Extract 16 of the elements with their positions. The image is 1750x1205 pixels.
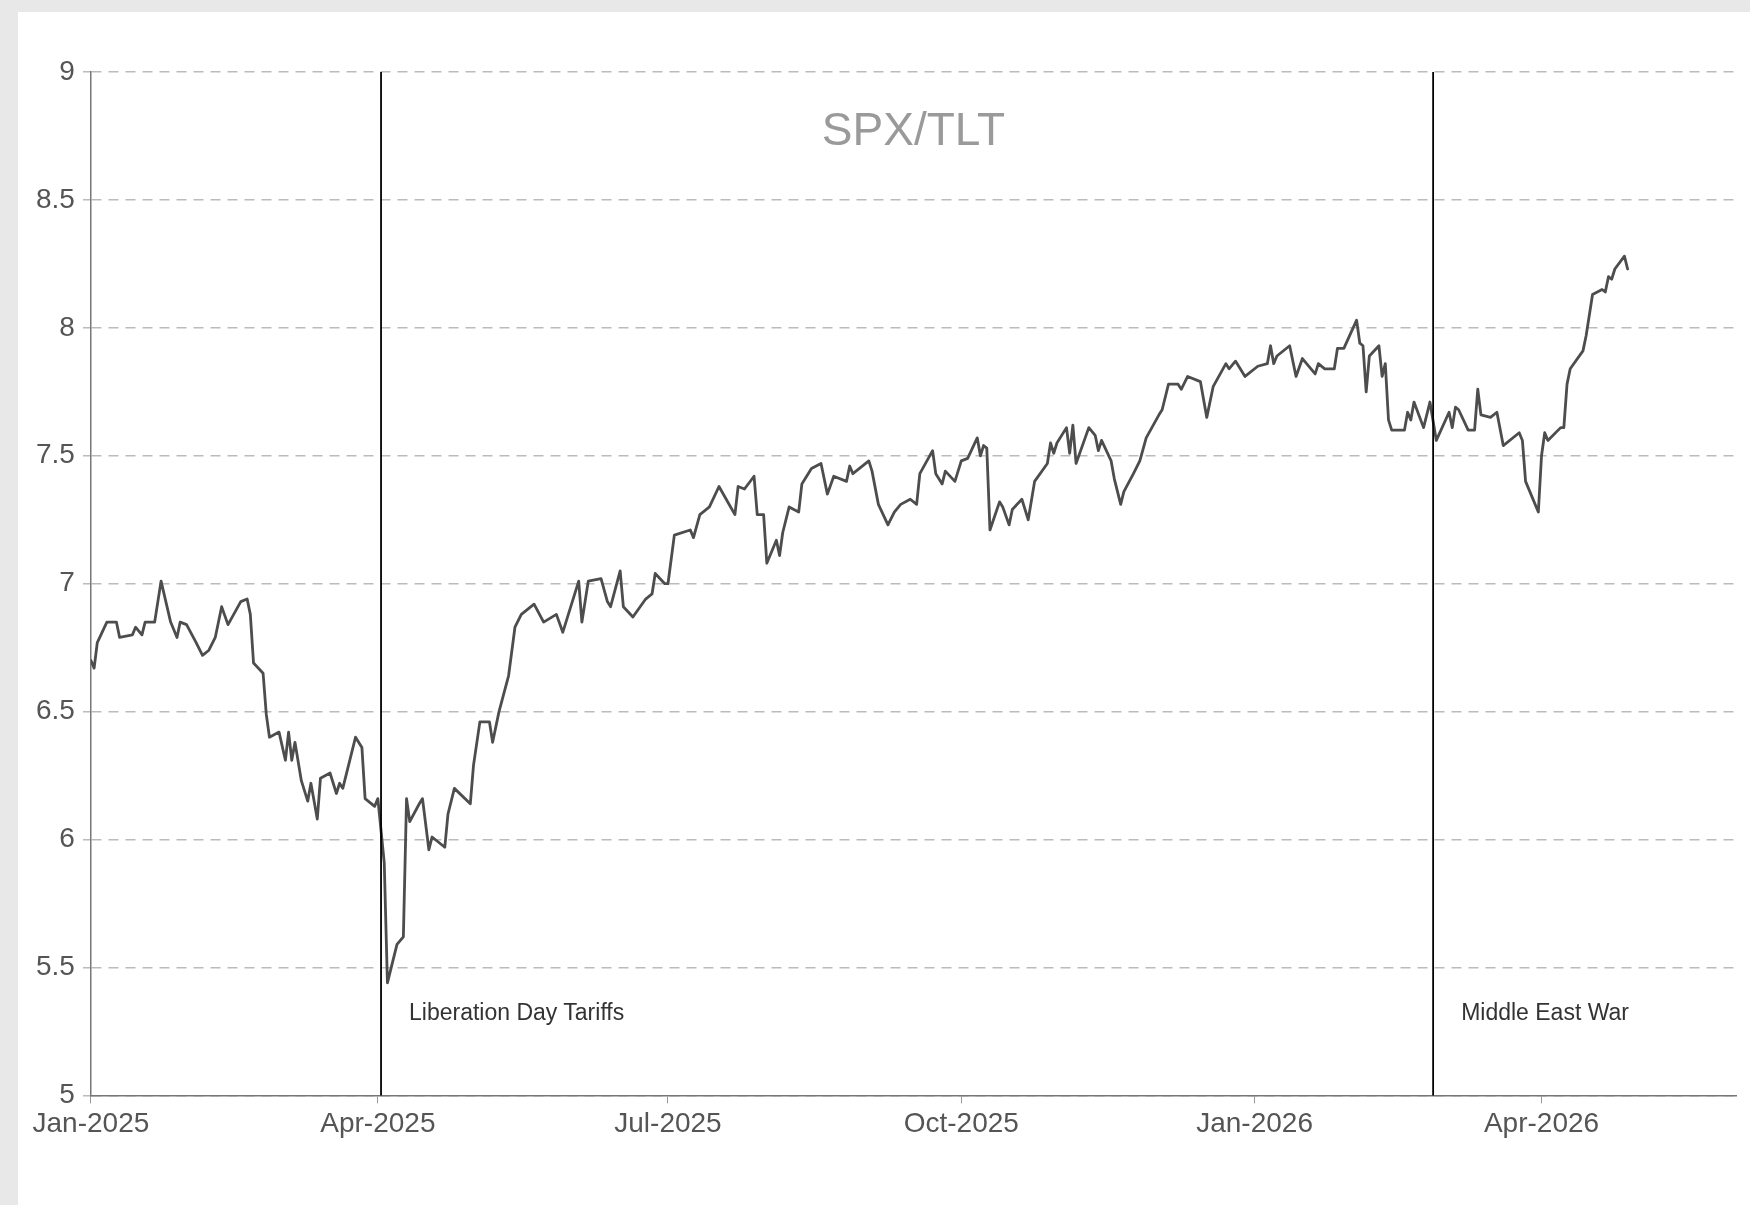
text: SPX/TLT [821,102,1006,155]
y-tick-label: 9 [59,54,75,86]
y-tick-label: 6.5 [35,694,75,726]
ref-line-label: Liberation Day Tariffs [409,998,625,1025]
x-tick-label: Apr-2026 [1483,1106,1600,1138]
y-tick-label: 8.5 [35,182,75,214]
x-tick-label: Apr-2025 [320,1106,436,1138]
x-tick-label: Jan-2026 [1196,1106,1313,1138]
y-tick-label: 6 [59,822,75,854]
y-tick-label: 7 [59,566,75,598]
y-tick-label: 5.5 [35,950,75,982]
x-tick-label: Oct-2025 [903,1106,1019,1138]
ref-line-label: Middle East War [1461,998,1630,1025]
x-tick-label: Jul-2025 [614,1106,722,1138]
y-tick-label: 8 [59,310,75,342]
y-tick-label: 7.5 [35,438,75,470]
